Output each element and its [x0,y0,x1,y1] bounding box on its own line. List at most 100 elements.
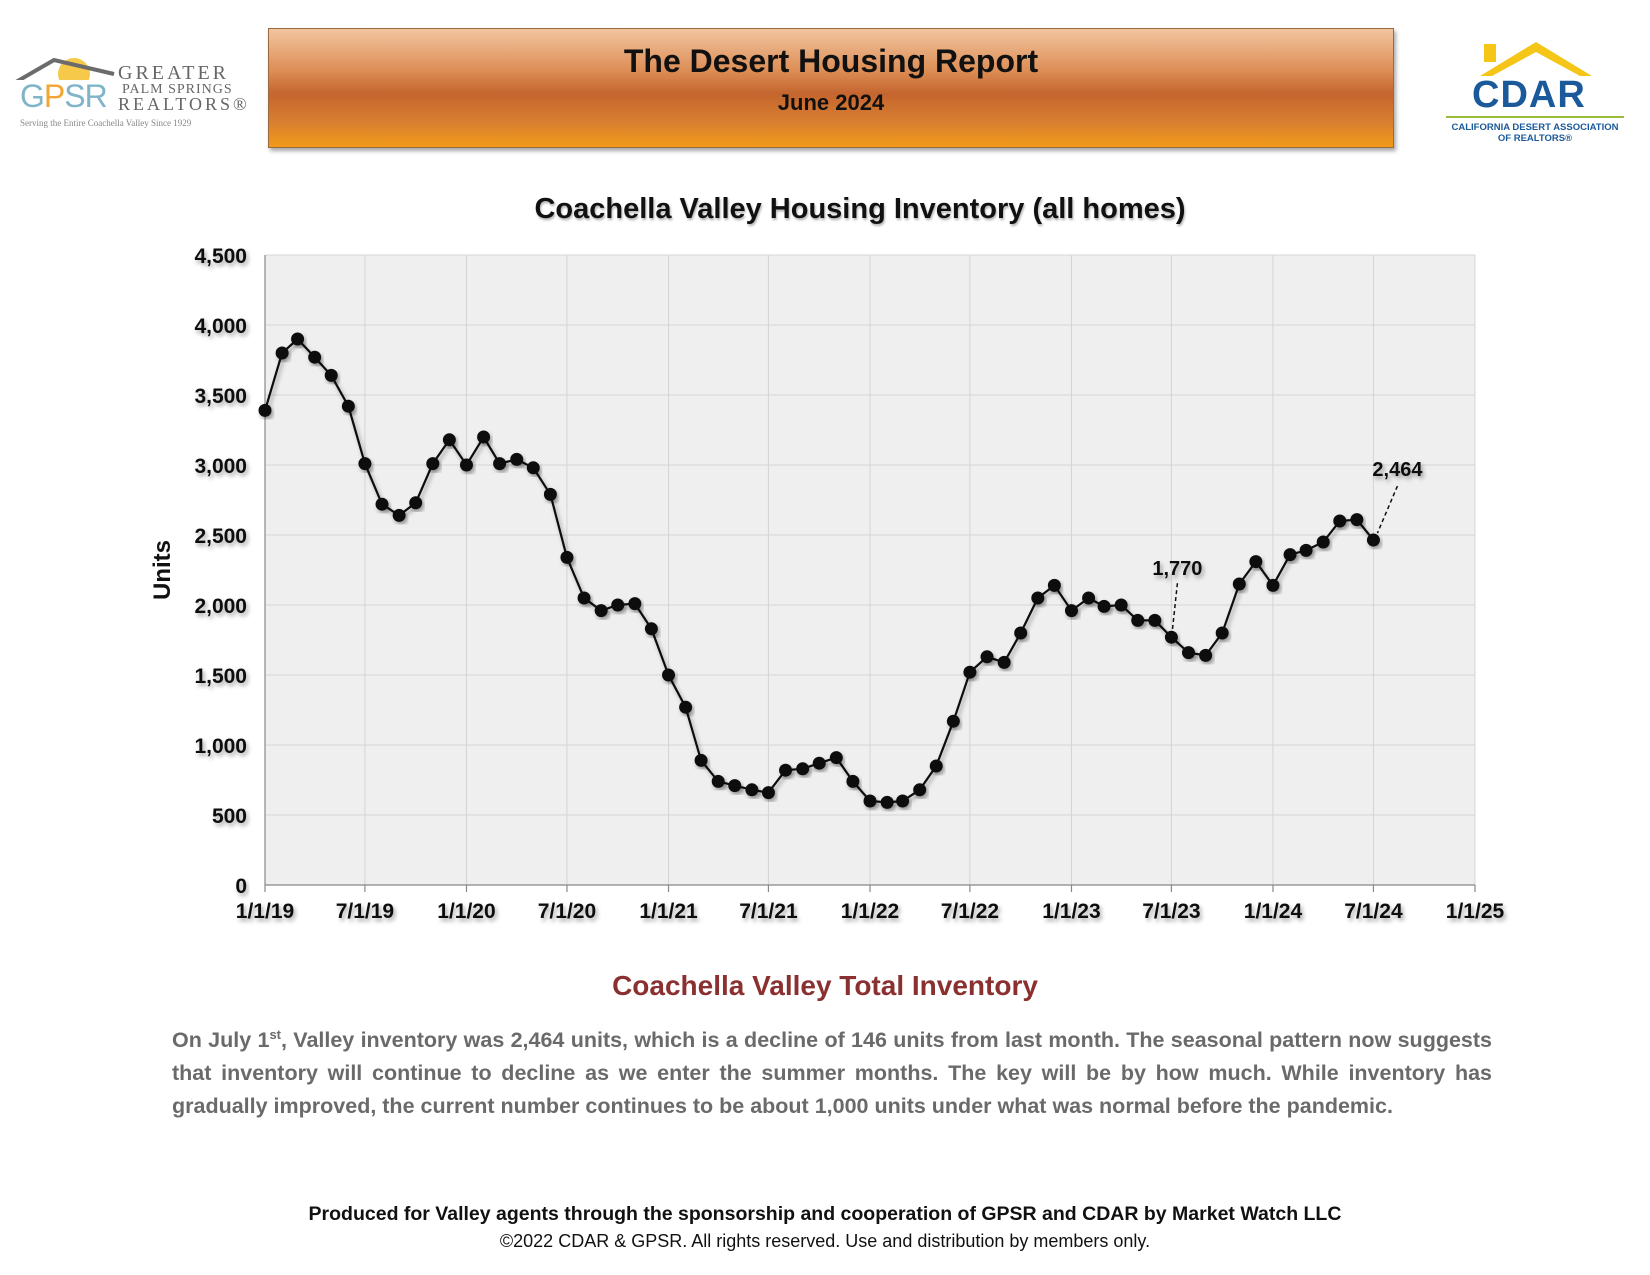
summary-paragraph: On July 1st, Valley inventory was 2,464 … [172,1018,1492,1123]
y-tick-label: 1,000 [194,735,247,758]
data-point [1114,598,1128,612]
data-point [477,430,491,444]
gpsr-mark: GPSR [20,78,108,114]
data-point [880,795,894,809]
chart-title: Coachella Valley Housing Inventory (all … [534,193,1186,225]
data-point [694,753,708,767]
sponsorship-footer: Produced for Valley agents through the s… [308,1203,1342,1225]
y-tick-label: 2,500 [194,525,247,548]
data-point [375,497,389,511]
cdar-wordmark: CDAR [1472,74,1586,116]
data-point [1131,613,1145,627]
data-point [577,591,591,605]
data-point [896,794,910,808]
x-tick-label: 1/1/20 [437,900,495,923]
data-point [510,452,524,466]
gpsr-greater-text: GREATER [118,62,229,84]
x-tick-label: 1/1/23 [1042,900,1100,923]
data-point [1249,555,1263,569]
gpsr-palm-springs-text: PALM SPRINGS [122,82,233,97]
y-tick-label: 2,000 [194,595,247,618]
cdar-house-roof-icon [1480,42,1592,76]
x-tick-label: 7/1/21 [739,900,798,923]
data-point [1333,514,1347,528]
data-point [1148,613,1162,627]
x-tick-label: 1/1/25 [1446,900,1505,923]
annotation-leader [1171,583,1179,631]
y-tick-label: 3,500 [194,385,247,408]
cdar-subtitle-line2: OF REALTORS® [1497,133,1573,144]
data-point [442,433,456,447]
cdar-subtitle-line1: CALIFORNIA DESERT ASSOCIATION [1451,122,1619,133]
report-banner: The Desert Housing Report June 2024 [268,28,1394,148]
data-point [1014,626,1028,640]
data-point [358,457,372,471]
data-point [392,508,406,522]
x-tick-label: 7/1/24 [1344,900,1403,923]
data-point [644,622,658,636]
y-tick-label: 4,000 [194,315,247,338]
gpsr-tagline: Serving the Entire Coachella Valley Sinc… [20,118,192,128]
gpsr-sun-roof-icon [14,57,124,84]
data-point [796,762,810,776]
data-point [308,350,322,364]
summary-lead: On July 1 [172,1028,270,1053]
data-point [1266,578,1280,592]
data-point [812,756,826,770]
data-point [1082,591,1096,605]
data-point [341,399,355,413]
x-tick-label: 7/1/19 [336,900,394,923]
x-tick-label: 7/1/23 [1142,900,1200,923]
data-point [679,700,693,714]
data-point [409,496,423,510]
y-tick-label: 0 [235,875,247,898]
gpsr-logo: GPSR GREATER PALM SPRINGS REALTORS® Serv… [14,52,247,132]
inventory-line-chart: 0 500 1,000 1,500 2,000 2,500 3,000 3,500 4,000 4… [149,245,1505,923]
data-annotation: 1,770 [1152,558,1202,580]
data-point [1350,513,1364,527]
annotation-leader [1376,485,1399,534]
y-tick-label: 3,000 [194,455,247,478]
data-point [913,783,927,797]
data-point [611,598,625,612]
data-point [594,604,608,618]
data-point [1199,648,1213,662]
data-point [1164,630,1178,644]
data-point [829,751,843,765]
data-point [728,779,742,793]
summary-rest: , Valley inventory was 2,464 units, whic… [172,1028,1492,1119]
summary-ordinal: st [269,1027,282,1042]
gpsr-realtors-text: REALTORS® [118,94,250,114]
data-point [1232,577,1246,591]
x-tick-label: 1/1/21 [639,900,698,923]
data-point [761,786,775,800]
data-point [1366,533,1380,547]
data-point [1097,599,1111,613]
section-heading: Coachella Valley Total Inventory [612,970,1038,1001]
data-point [997,655,1011,669]
x-tick-label: 1/1/22 [841,900,899,923]
data-annotation: 2,464 [1372,459,1423,481]
data-point [275,346,289,360]
data-point [560,550,574,564]
data-point [745,783,759,797]
data-point [1215,626,1229,640]
data-point [493,457,507,471]
data-point [1299,543,1313,557]
cdar-underline [1446,116,1624,118]
data-point [426,457,440,471]
data-point [963,665,977,679]
data-point [1316,535,1330,549]
report-date: June 2024 [777,90,885,115]
x-tick-label: 7/1/22 [941,900,999,923]
y-tick-label: 500 [212,805,247,828]
data-point [946,714,960,728]
y-tick-label: 1,500 [194,665,247,688]
data-point [1031,591,1045,605]
data-point [863,794,877,808]
data-point [1283,548,1297,562]
data-point [628,597,642,611]
data-point [779,763,793,777]
data-point [543,487,557,501]
data-point [662,668,676,682]
